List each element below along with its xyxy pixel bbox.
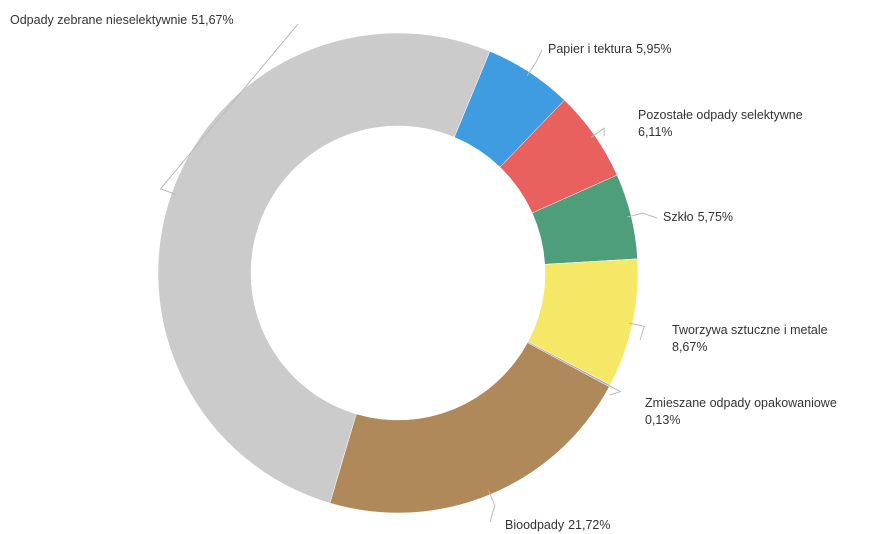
category-name: Tworzywa sztuczne i metale [672, 323, 828, 337]
slice-label: Papier i tektura 5,95% [548, 42, 672, 56]
slice-label: Tworzywa sztuczne i metale 8,67% [672, 323, 828, 354]
donut-segment [329, 342, 610, 514]
category-name: Bioodpady [505, 518, 565, 532]
slice-label: Odpady zebrane nieselektywnie 51,67% [10, 13, 234, 27]
category-name: Papier i tektura [548, 42, 632, 56]
connector [159, 23, 299, 195]
category-name: Odpady zebrane nieselektywnie [10, 13, 187, 27]
connector [628, 322, 645, 341]
connector [488, 490, 496, 523]
slice-label: Zmieszane odpady opakowaniowe 0,13% [645, 396, 837, 427]
slice-label: Bioodpady 21,72% [505, 518, 610, 532]
connector [526, 49, 543, 76]
slice-label: Pozostałe odpady selektywne 6,11% [638, 108, 803, 139]
value-label: 21,72% [568, 518, 610, 532]
connector [627, 212, 658, 219]
slice-label: Szkło 5,75% [663, 210, 733, 224]
category-name: Szkło [663, 210, 694, 224]
connector [590, 127, 605, 138]
value-label: 5,95% [636, 42, 671, 56]
value-label: 8,67% [672, 340, 707, 354]
category-name: Zmieszane odpady opakowaniowe [645, 396, 837, 410]
value-label: 51,67% [191, 13, 233, 27]
value-label: 5,75% [698, 210, 733, 224]
connector [606, 383, 622, 396]
donut-segment [157, 32, 491, 504]
category-name: Pozostałe odpady selektywne [638, 108, 803, 122]
value-label: 0,13% [645, 413, 680, 427]
value-label: 6,11% [638, 125, 673, 139]
